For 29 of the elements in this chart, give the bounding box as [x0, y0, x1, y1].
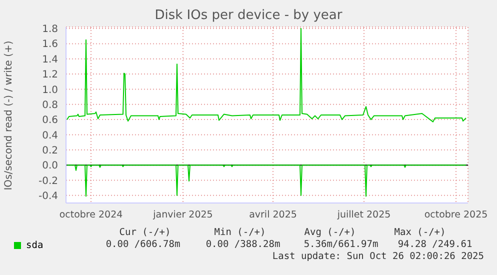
chart-title: Disk IOs per device - by year	[154, 8, 344, 23]
y-tick-label: -0.2	[38, 176, 58, 187]
text: 94.28 /249.61	[396, 239, 474, 250]
y-tick-label: 0.6	[42, 115, 58, 126]
y-tick-label: 0.2	[42, 145, 58, 156]
y-axis-title: IOs/second read (-) / write (+)	[4, 40, 14, 190]
text: 5.36m/661.97m	[302, 239, 380, 250]
text: Avg (-/+)	[303, 227, 357, 238]
text: Min (-/+)	[213, 227, 267, 238]
text: Last update: Sun Oct 26 02:00:26 2025	[271, 251, 484, 262]
text: Cur (-/+)	[118, 227, 172, 238]
x-tick-label: octobre 2025	[424, 210, 488, 221]
legend-label: sda	[26, 240, 44, 250]
text: Max (-/+)	[393, 227, 447, 238]
y-tick-label: 1.4	[42, 54, 58, 66]
y-tick-label: -0.4	[38, 190, 58, 202]
y-tick-label: 0.0	[42, 160, 58, 172]
x-tick-label: octobre 2024	[59, 210, 123, 221]
y-tick-label: 1.2	[42, 70, 58, 81]
y-tick-label: 1.6	[42, 39, 58, 50]
text: 0.00 /606.78m	[104, 239, 182, 250]
x-tick-label: juillet 2025	[336, 210, 391, 221]
y-tick-label: 0.4	[42, 130, 58, 142]
y-tick-label: 0.8	[42, 100, 58, 111]
text: 0.00 /388.28m	[204, 239, 282, 250]
y-tick-label: 1.0	[42, 84, 58, 96]
x-tick-label: janvier 2025	[152, 210, 213, 221]
x-tick-label: avril 2025	[249, 210, 297, 221]
y-tick-label: 1.8	[42, 24, 58, 36]
